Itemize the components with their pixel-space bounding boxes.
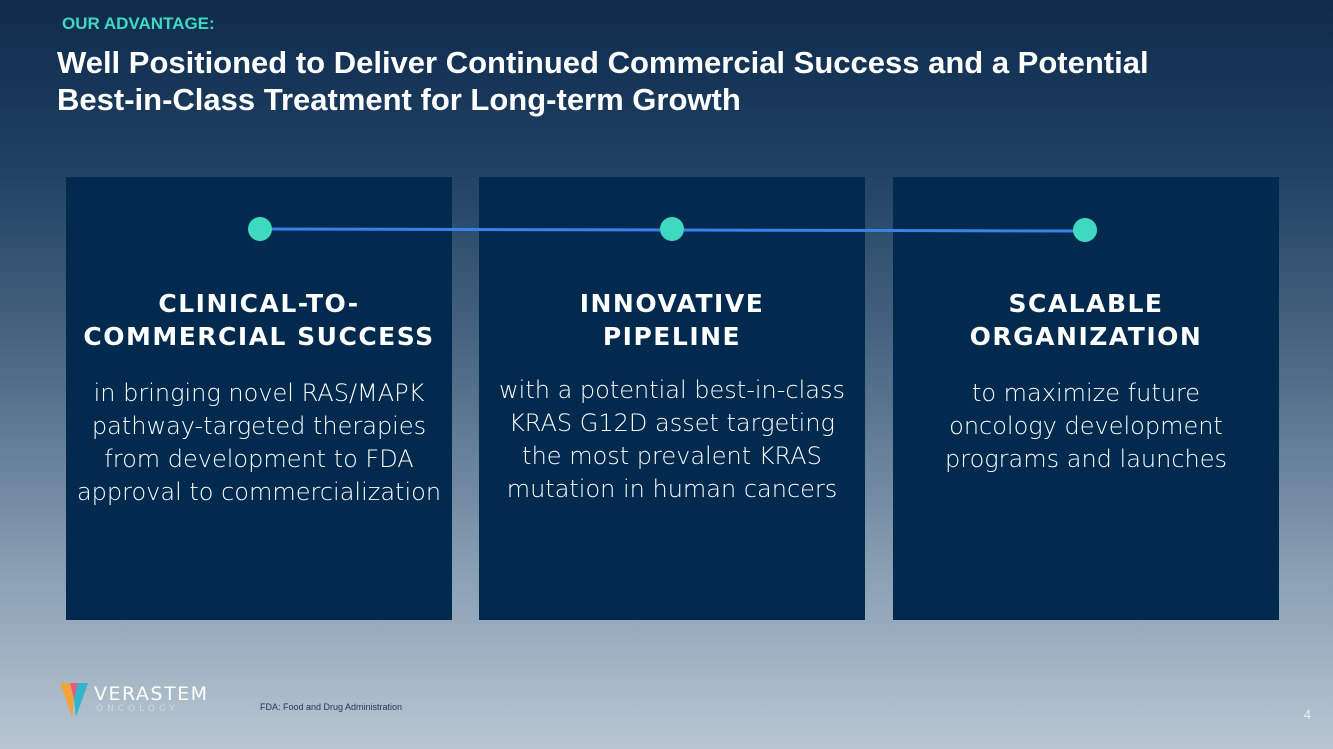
card: INNOVATIVE PIPELINE with a potential best… (479, 177, 865, 620)
eyebrow: OUR ADVANTAGE: (62, 14, 215, 33)
logo-mark (60, 683, 88, 717)
footnote: FDA: Food and Drug Administration (260, 702, 403, 712)
heading-line: SCALABLE (1008, 289, 1164, 318)
title-line: Well Positioned to Deliver Continued Com… (57, 45, 1149, 80)
heading-line: ORGANIZATION (969, 322, 1203, 351)
dot (248, 217, 272, 241)
card-body: to maximize future oncology development … (945, 379, 1227, 473)
card-body: in bringing novel RAS/MAPK pathway-targe… (76, 379, 442, 506)
logo-sub: ONCOLOGY (96, 704, 179, 714)
connector (248, 217, 1097, 242)
card-heading: CLINICAL-TO- COMMERCIAL SUCCESS (66, 287, 452, 353)
card: SCALABLE ORGANIZATION to maximize future … (893, 177, 1279, 620)
title-line: Best-in-Class Treatment for Long-term Gr… (57, 82, 741, 117)
page-number: 4 (1303, 707, 1311, 722)
dot (1073, 218, 1097, 242)
title: Well Positioned to Deliver Continued Com… (57, 44, 1149, 118)
heading-line: CLINICAL-TO- (158, 289, 360, 318)
heading-line: PIPELINE (602, 322, 742, 351)
card-heading: INNOVATIVE PIPELINE (479, 287, 865, 353)
heading-line: COMMERCIAL SUCCESS (83, 322, 435, 351)
logo-name: VERASTEM (94, 683, 209, 705)
dot (660, 217, 684, 241)
card-heading: SCALABLE ORGANIZATION (893, 287, 1279, 353)
card: CLINICAL-TO- COMMERCIAL SUCCESS in bringi… (66, 177, 452, 620)
heading-line: INNOVATIVE (579, 289, 765, 318)
card-body: with a potential best-in-class KRAS G12D… (499, 376, 845, 503)
